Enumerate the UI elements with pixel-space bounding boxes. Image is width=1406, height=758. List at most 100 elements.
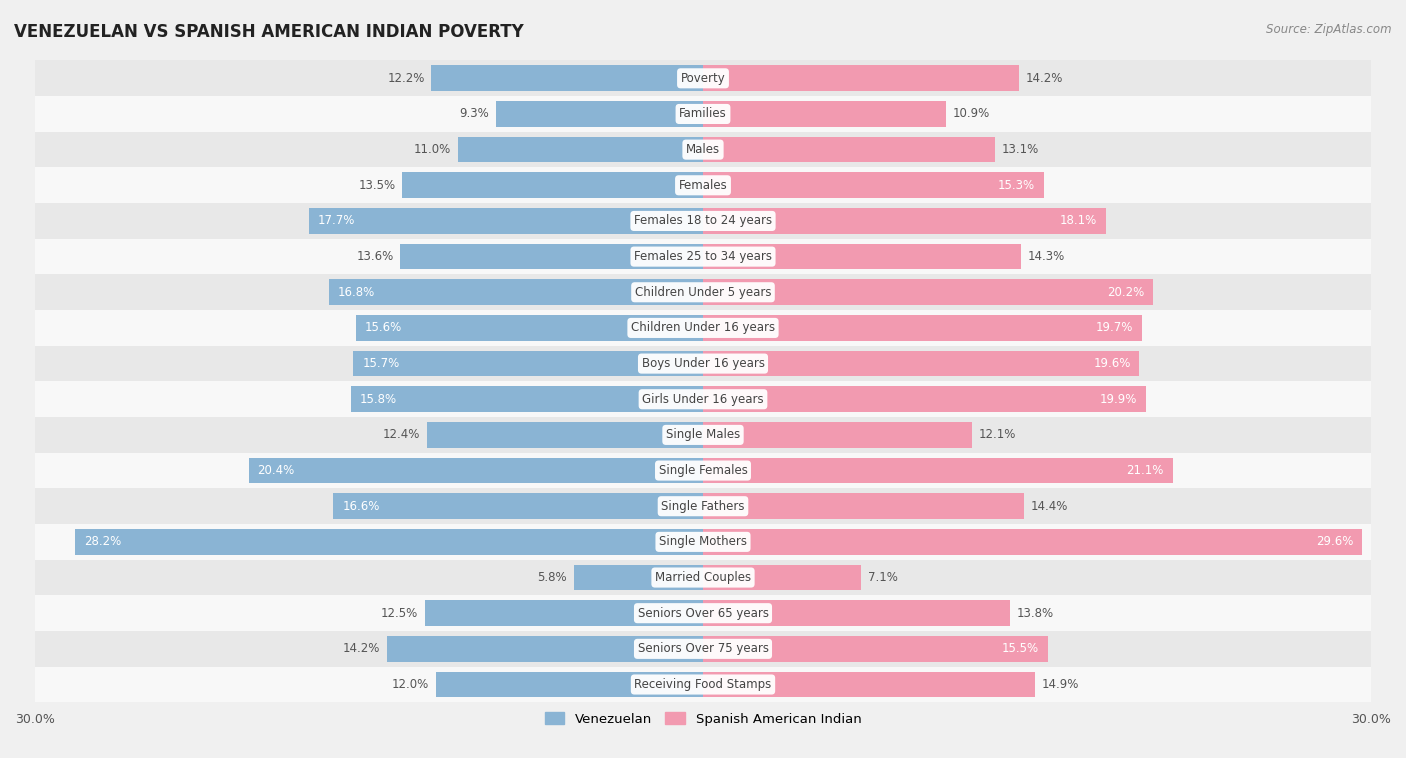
Text: Females 18 to 24 years: Females 18 to 24 years [634,215,772,227]
Bar [35,559,1371,595]
Text: Children Under 16 years: Children Under 16 years [631,321,775,334]
Bar [249,458,703,484]
Bar [401,244,703,269]
Bar [703,458,1173,484]
Bar [703,101,946,127]
Text: Married Couples: Married Couples [655,571,751,584]
Bar [432,65,703,91]
Text: 18.1%: 18.1% [1060,215,1097,227]
Text: 14.4%: 14.4% [1031,500,1067,512]
Bar [356,315,703,341]
Text: 7.1%: 7.1% [868,571,897,584]
Bar [35,488,1371,524]
Text: 12.5%: 12.5% [381,606,418,620]
Text: Boys Under 16 years: Boys Under 16 years [641,357,765,370]
Text: 13.6%: 13.6% [356,250,394,263]
Text: 15.3%: 15.3% [998,179,1035,192]
Text: Children Under 5 years: Children Under 5 years [634,286,772,299]
Text: 19.7%: 19.7% [1095,321,1133,334]
Legend: Venezuelan, Spanish American Indian: Venezuelan, Spanish American Indian [540,707,866,731]
Bar [35,274,1371,310]
Bar [35,595,1371,631]
Bar [35,310,1371,346]
Text: 16.6%: 16.6% [342,500,380,512]
Bar [703,600,1011,626]
Bar [703,422,973,448]
Bar [703,136,994,162]
Text: Single Males: Single Males [666,428,740,441]
Text: 12.4%: 12.4% [382,428,420,441]
Text: Receiving Food Stamps: Receiving Food Stamps [634,678,772,691]
Bar [703,636,1047,662]
Bar [35,239,1371,274]
Bar [353,351,703,377]
Bar [309,208,703,233]
Bar [35,381,1371,417]
Text: Males: Males [686,143,720,156]
Bar [703,280,1153,305]
Bar [329,280,703,305]
Text: 19.6%: 19.6% [1094,357,1130,370]
Text: 19.9%: 19.9% [1099,393,1137,406]
Text: 13.1%: 13.1% [1001,143,1039,156]
Bar [352,387,703,412]
Bar [35,96,1371,132]
Text: 12.1%: 12.1% [979,428,1017,441]
Text: Families: Families [679,108,727,121]
Text: Poverty: Poverty [681,72,725,85]
Bar [35,168,1371,203]
Bar [703,672,1035,697]
Text: Girls Under 16 years: Girls Under 16 years [643,393,763,406]
Bar [35,203,1371,239]
Text: 20.2%: 20.2% [1107,286,1144,299]
Text: 21.1%: 21.1% [1126,464,1164,477]
Bar [387,636,703,662]
Bar [35,417,1371,453]
Bar [427,422,703,448]
Text: Seniors Over 75 years: Seniors Over 75 years [637,642,769,656]
Text: 15.6%: 15.6% [364,321,402,334]
Text: 11.0%: 11.0% [415,143,451,156]
Text: Single Females: Single Females [658,464,748,477]
Text: 16.8%: 16.8% [337,286,375,299]
Bar [35,346,1371,381]
Text: 28.2%: 28.2% [84,535,121,548]
Bar [35,524,1371,559]
Bar [35,132,1371,168]
Text: 5.8%: 5.8% [537,571,567,584]
Text: 15.8%: 15.8% [360,393,396,406]
Bar [703,173,1043,198]
Bar [703,315,1142,341]
Text: 9.3%: 9.3% [460,108,489,121]
Bar [703,351,1139,377]
Bar [436,672,703,697]
Text: 14.2%: 14.2% [1026,72,1063,85]
Text: Source: ZipAtlas.com: Source: ZipAtlas.com [1267,23,1392,36]
Text: 14.9%: 14.9% [1042,678,1078,691]
Text: 12.2%: 12.2% [387,72,425,85]
Text: Single Fathers: Single Fathers [661,500,745,512]
Bar [333,493,703,519]
Text: 17.7%: 17.7% [318,215,356,227]
Text: 14.2%: 14.2% [343,642,380,656]
Bar [703,244,1021,269]
Text: 13.5%: 13.5% [359,179,395,192]
Bar [703,208,1107,233]
Bar [703,565,860,590]
Bar [703,65,1019,91]
Text: 15.5%: 15.5% [1002,642,1039,656]
Bar [703,387,1146,412]
Bar [402,173,703,198]
Bar [35,667,1371,703]
Bar [425,600,703,626]
Bar [35,61,1371,96]
Text: Single Mothers: Single Mothers [659,535,747,548]
Bar [703,529,1362,555]
Bar [574,565,703,590]
Text: 29.6%: 29.6% [1316,535,1353,548]
Text: 20.4%: 20.4% [257,464,295,477]
Bar [35,453,1371,488]
Text: 10.9%: 10.9% [952,108,990,121]
Text: VENEZUELAN VS SPANISH AMERICAN INDIAN POVERTY: VENEZUELAN VS SPANISH AMERICAN INDIAN PO… [14,23,524,41]
Text: Seniors Over 65 years: Seniors Over 65 years [637,606,769,620]
